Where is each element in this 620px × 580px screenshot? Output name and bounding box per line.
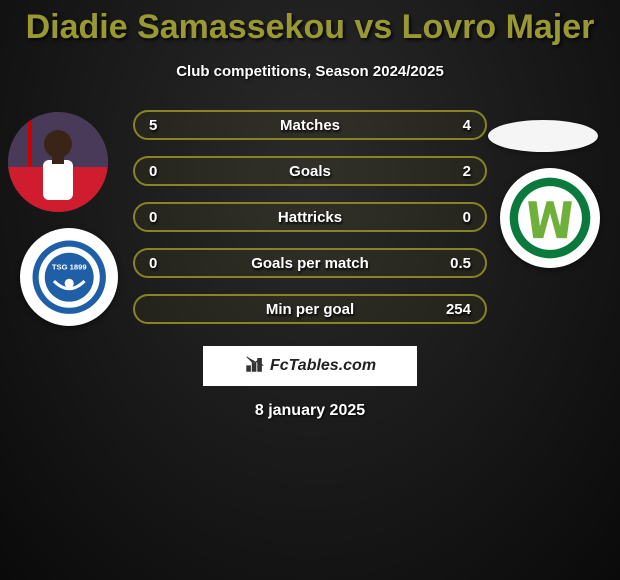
- stat-label: Min per goal: [266, 301, 354, 318]
- brand-badge: FcTables.com: [203, 346, 417, 386]
- stat-right-value: 254: [441, 301, 471, 318]
- page-title: Diadie Samassekou vs Lovro Majer: [26, 8, 595, 47]
- stat-label: Goals: [289, 163, 331, 180]
- stat-label: Matches: [280, 117, 340, 134]
- stat-left-value: 0: [149, 163, 179, 180]
- stat-row: 5 Matches 4: [133, 110, 487, 140]
- stats-list: 5 Matches 4 0 Goals 2 0 Hattricks 0 0 Go…: [0, 110, 620, 324]
- brand-text: FcTables.com: [270, 357, 376, 375]
- stat-label: Goals per match: [251, 255, 369, 272]
- stat-label: Hattricks: [278, 209, 342, 226]
- stat-left-value: 0: [149, 255, 179, 272]
- stat-right-value: 0.5: [441, 255, 471, 272]
- season-subtitle: Club competitions, Season 2024/2025: [176, 63, 444, 80]
- stat-row: 0 Goals 2: [133, 156, 487, 186]
- stat-right-value: 4: [441, 117, 471, 134]
- stat-row: 0 Goals per match 0.5: [133, 248, 487, 278]
- stat-right-value: 2: [441, 163, 471, 180]
- stat-row: 0 Hattricks 0: [133, 202, 487, 232]
- stat-row: Min per goal 254: [133, 294, 487, 324]
- stat-left-value: 5: [149, 117, 179, 134]
- snapshot-date: 8 january 2025: [255, 402, 365, 420]
- stat-right-value: 0: [441, 209, 471, 226]
- comparison-card: Diadie Samassekou vs Lovro Majer Club co…: [0, 0, 620, 580]
- stat-left-value: 0: [149, 209, 179, 226]
- chart-icon: [244, 353, 266, 380]
